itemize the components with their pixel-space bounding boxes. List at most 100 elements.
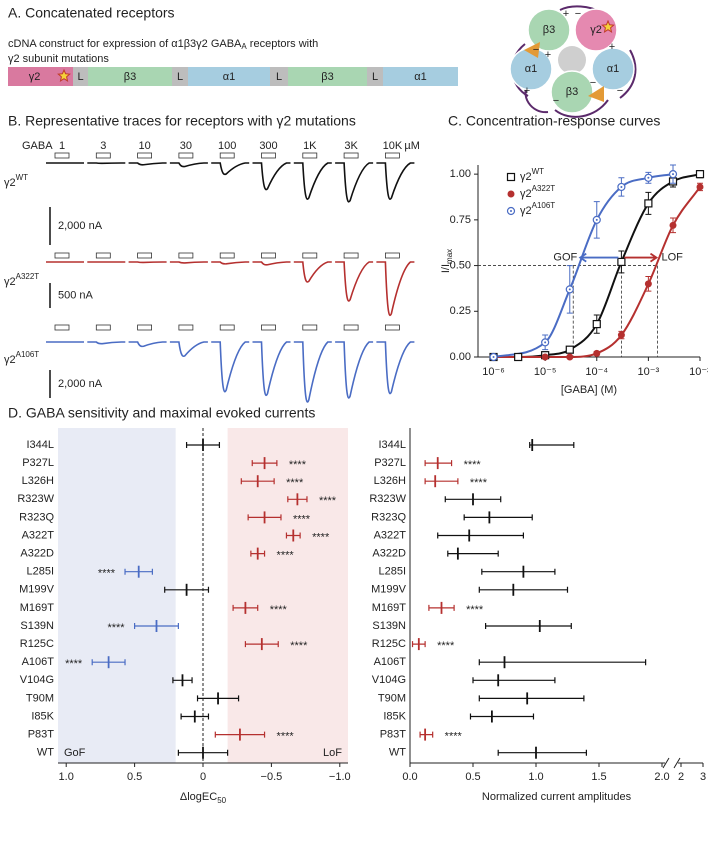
- category-label: I344L: [378, 439, 406, 451]
- significance-label: ****: [312, 531, 330, 543]
- x-tick-label: 10⁻⁶: [482, 366, 505, 378]
- scale-bar-label: 2,000 nA: [58, 220, 103, 232]
- interface-sign: −: [590, 77, 596, 89]
- x-tick-label: 1.0: [59, 771, 74, 783]
- category-label: M169T: [372, 602, 407, 614]
- error-bar: [529, 442, 575, 448]
- significance-label: ****: [289, 459, 307, 471]
- current-trace: [211, 341, 250, 393]
- current-trace: [169, 341, 208, 358]
- concentration-label: 1K: [303, 140, 317, 152]
- marker-dot: [544, 341, 547, 344]
- stimulus-box: [261, 252, 276, 259]
- category-label: T90M: [26, 692, 54, 704]
- stimulus-box: [54, 152, 70, 159]
- scale-bar-label: 500 nA: [58, 289, 94, 301]
- marker-dot: [620, 185, 623, 188]
- construct-description: γ2 subunit mutations: [8, 53, 109, 65]
- row-name: γ2: [4, 354, 16, 366]
- segment-label: L: [276, 71, 282, 83]
- arrow: [554, 99, 609, 118]
- subunit: [550, 70, 594, 114]
- stimulus-box: [178, 152, 194, 159]
- concentration-label: 300: [259, 140, 277, 152]
- segment-label: L: [177, 71, 183, 83]
- category-label: I344L: [26, 439, 54, 451]
- segment-label: α1: [223, 71, 235, 83]
- category-label: R125C: [20, 638, 54, 650]
- stimulus-box: [384, 152, 400, 159]
- interface-sign: −: [617, 85, 623, 97]
- category-label: M169T: [20, 602, 55, 614]
- category-label: L326H: [374, 475, 406, 487]
- shaded-region: [227, 428, 348, 763]
- construct-segment: [8, 67, 73, 86]
- current-trace: [335, 341, 374, 399]
- marker-dot: [568, 288, 571, 291]
- error-bar: [478, 586, 569, 593]
- segment-label: γ2: [29, 71, 41, 83]
- marker-dot: [595, 218, 598, 221]
- marker: [514, 352, 523, 362]
- y-label-main: I/I: [440, 264, 452, 273]
- category-label: P83T: [380, 729, 407, 741]
- marker: [669, 221, 677, 229]
- subunit-label: α1: [607, 63, 619, 75]
- interface-sign: +: [524, 85, 530, 97]
- binding-site: [588, 86, 604, 102]
- x-axis-label: ΔlogEC50: [180, 791, 227, 805]
- segment-label: β3: [124, 71, 136, 83]
- significance-label: ****: [319, 495, 337, 507]
- marker-dot: [672, 173, 675, 176]
- current-trace: [128, 341, 167, 348]
- current-trace: [376, 162, 415, 200]
- current-trace: [376, 341, 415, 395]
- significance-label: ****: [277, 550, 295, 562]
- mutation-star: [57, 68, 71, 82]
- scale-bar-label: 2,000 nA: [58, 378, 103, 390]
- row-variant: WT: [16, 173, 29, 182]
- significance-label: ****: [437, 640, 455, 652]
- stimulus-box: [343, 252, 359, 259]
- category-label: L285I: [26, 566, 54, 578]
- significance-label: ****: [270, 604, 288, 616]
- significance-label: ****: [107, 622, 125, 634]
- interface-sign: −: [553, 95, 559, 107]
- category-label: A106T: [22, 656, 55, 668]
- pentamer-center: [558, 46, 586, 74]
- category-label: V104G: [372, 674, 406, 686]
- construct-segment: [383, 67, 458, 86]
- significance-label: ****: [277, 731, 295, 743]
- stimulus-box: [302, 324, 318, 331]
- concentration-label: 100: [218, 140, 236, 152]
- stimulus-box: [384, 252, 400, 259]
- significance-label: ****: [65, 658, 83, 670]
- stimulus-box: [343, 324, 359, 331]
- x-axis-label: Normalized current amplitudes: [482, 791, 632, 803]
- error-bar: [485, 623, 572, 629]
- interface-sign: +: [609, 41, 615, 53]
- significance-label: ****: [286, 477, 304, 489]
- arrow: [619, 49, 637, 99]
- category-label: V104G: [20, 674, 54, 686]
- legend-label: γ2WT: [520, 167, 544, 183]
- construct-segment: [172, 67, 188, 86]
- legend-name: γ2: [520, 188, 532, 200]
- category-label: L285I: [378, 566, 406, 578]
- subunit: [591, 47, 635, 91]
- current-trace: [293, 261, 332, 283]
- category-label: I85K: [383, 710, 406, 722]
- stimulus-box: [219, 152, 235, 159]
- error-bar: [478, 695, 585, 702]
- current-trace: [252, 261, 291, 266]
- x-tick-label: 0.0: [402, 771, 417, 783]
- error-bar: [497, 749, 587, 756]
- stimulus-box: [137, 324, 153, 331]
- error-bar: [478, 659, 647, 666]
- x-label-sub: 50: [217, 796, 226, 805]
- subunit-label: γ2: [590, 24, 602, 36]
- significance-label: ****: [464, 459, 482, 471]
- category-label: P327L: [22, 457, 54, 469]
- desc-text: cDNA construct for expression of α1β3γ2 …: [8, 38, 242, 50]
